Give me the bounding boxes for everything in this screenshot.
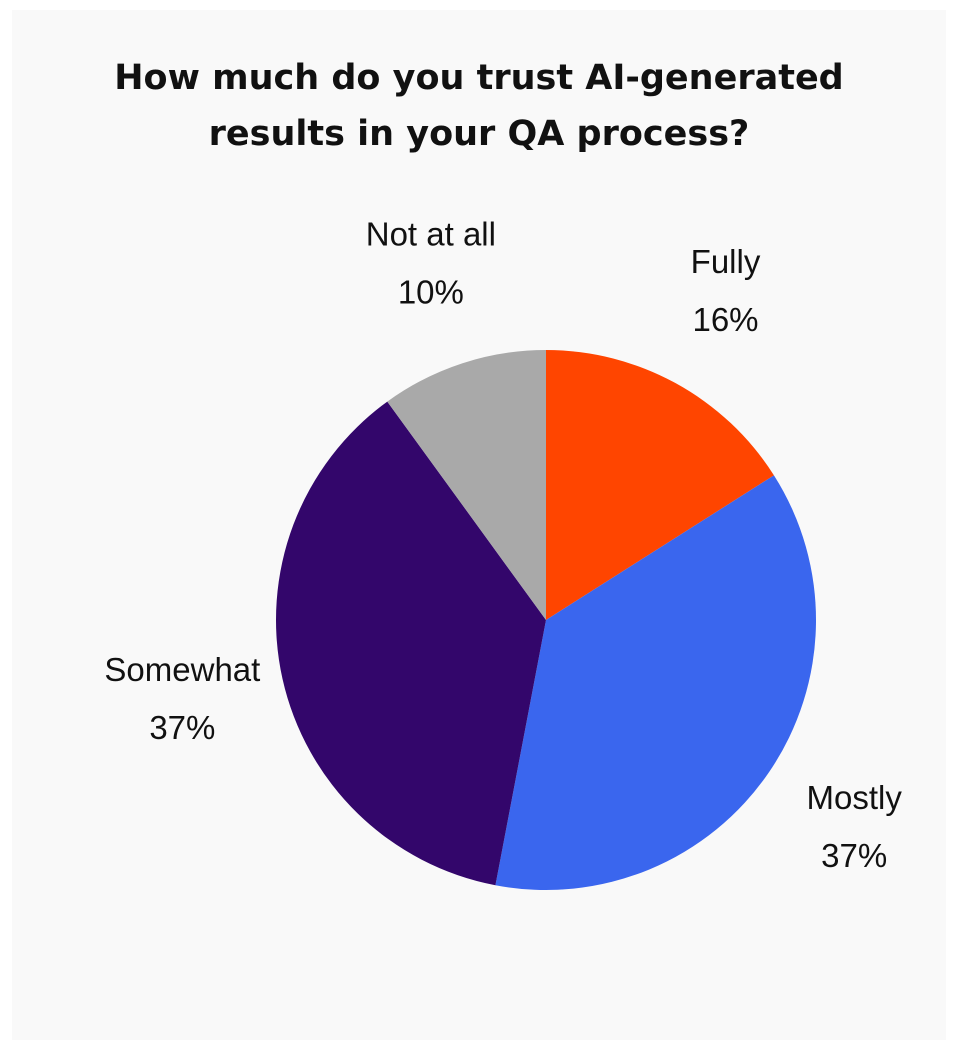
pie-slice <box>276 401 546 886</box>
slice-label: Mostly <box>806 779 902 816</box>
slice-value-label: 16% <box>692 301 758 338</box>
slice-label: Not at all <box>366 215 496 252</box>
pie-slice <box>546 350 774 620</box>
pie-slice <box>495 475 816 890</box>
chart-title: How much do you trust AI-generated resul… <box>114 58 844 154</box>
slice-label: Fully <box>691 243 761 280</box>
slice-label: Somewhat <box>104 651 260 688</box>
slice-value-label: 37% <box>149 709 215 746</box>
slice-value-label: 10% <box>398 273 464 310</box>
pie-slice <box>387 350 546 620</box>
slice-value-label: 37% <box>821 837 887 874</box>
